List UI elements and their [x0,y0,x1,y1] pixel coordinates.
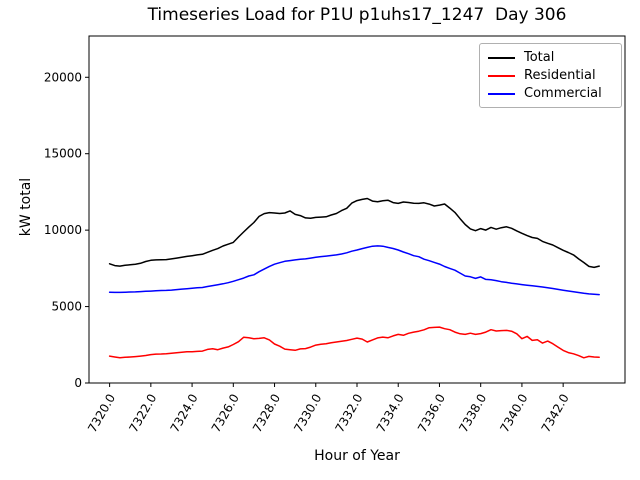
x-tick-label: 7334.0 [374,392,407,435]
y-tick-label: 5000 [51,300,82,314]
series-line-commercial [108,245,600,296]
x-tick-label: 7340.0 [497,392,530,435]
x-tick-label: 7342.0 [539,392,572,435]
legend-line-swatch [488,56,515,59]
legend-item-commercial: Commercial [488,87,613,100]
x-tick-label: 7336.0 [415,392,448,435]
legend-item-residential: Residential [488,69,613,82]
x-tick-label: 7322.0 [126,392,159,435]
y-tick-label: 20000 [44,70,82,84]
y-tick-label: 0 [74,376,82,390]
x-tick-label: 7324.0 [168,392,201,435]
y-tick-label: 15000 [44,147,82,161]
x-tick-label: 7332.0 [332,392,365,435]
legend-line-swatch [488,92,515,95]
legend: Total Residential Commercial [479,43,622,108]
x-tick-label: 7326.0 [209,392,242,435]
x-tick-label: 7320.0 [85,392,118,435]
chart-title: Timeseries Load for P1U p1uhs17_1247 Day… [147,5,567,25]
y-tick-label: 10000 [44,223,82,237]
legend-label: Total [524,50,555,65]
series-line-total [108,197,600,269]
x-tick-label: 7330.0 [291,392,324,435]
x-tick-label: 7328.0 [250,392,283,435]
series-line-residential [108,326,600,359]
legend-line-swatch [488,74,515,77]
x-tick-label: 7338.0 [456,392,489,435]
legend-label: Commercial [524,86,602,101]
legend-label: Residential [524,68,596,83]
x-axis-label: Hour of Year [314,448,400,464]
y-axis-label: kW total [18,177,34,237]
legend-item-total: Total [488,51,613,64]
